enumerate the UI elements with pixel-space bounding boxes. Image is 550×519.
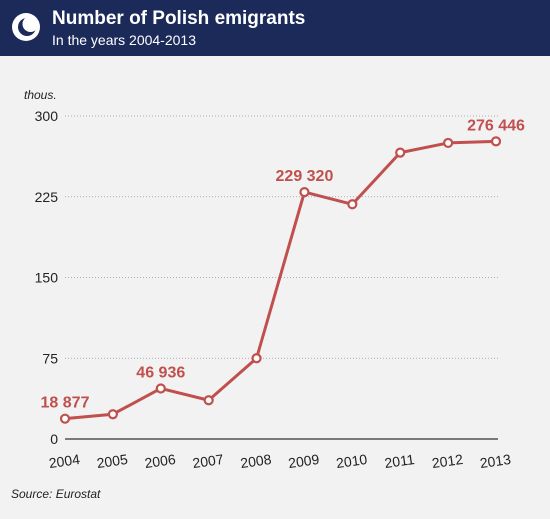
y-tick-label: 225 xyxy=(35,189,59,205)
crescent-logo-icon xyxy=(12,13,40,41)
x-tick-label: 2009 xyxy=(287,451,320,471)
data-point xyxy=(395,147,406,158)
x-tick-label: 2012 xyxy=(431,451,464,471)
x-tick-label: 2011 xyxy=(384,451,416,471)
source-note: Source: Eurostat xyxy=(11,487,101,501)
data-label: 46 936 xyxy=(136,364,185,381)
y-tick-label: 0 xyxy=(50,431,58,447)
x-tick-label: 2007 xyxy=(191,451,224,471)
data-point xyxy=(490,136,502,147)
data-point xyxy=(251,353,262,364)
data-label: 18 877 xyxy=(41,395,90,412)
y-tick-label: 75 xyxy=(42,350,58,366)
x-tick-label: 2005 xyxy=(96,451,129,471)
x-tick-label: 2008 xyxy=(239,451,272,471)
x-tick-label: 2004 xyxy=(48,451,81,471)
line-chart: thous. 0 75 150 225 300 2004 2005 2006 2007 2008 2… xyxy=(24,88,525,471)
data-point xyxy=(443,137,454,149)
data-point xyxy=(299,186,310,198)
chart-subtitle: In the years 2004-2013 xyxy=(52,32,196,48)
data-point xyxy=(347,199,358,210)
y-unit-label: thous. xyxy=(24,88,57,102)
y-tick-label: 300 xyxy=(35,108,59,124)
series-line xyxy=(63,139,498,421)
data-label: 276 446 xyxy=(467,117,525,134)
data-point xyxy=(59,413,71,424)
data-point xyxy=(203,395,214,406)
y-tick-label: 150 xyxy=(35,270,59,286)
x-tick-label: 2006 xyxy=(144,451,177,471)
x-tick-label: 2013 xyxy=(479,451,512,471)
chart-header: Number of Polish emigrants In the years … xyxy=(0,0,550,56)
data-label: 229 320 xyxy=(276,168,334,185)
data-point xyxy=(107,409,118,420)
x-tick-label: 2010 xyxy=(335,451,368,471)
data-point xyxy=(155,383,166,394)
chart-title: Number of Polish emigrants xyxy=(52,8,306,29)
